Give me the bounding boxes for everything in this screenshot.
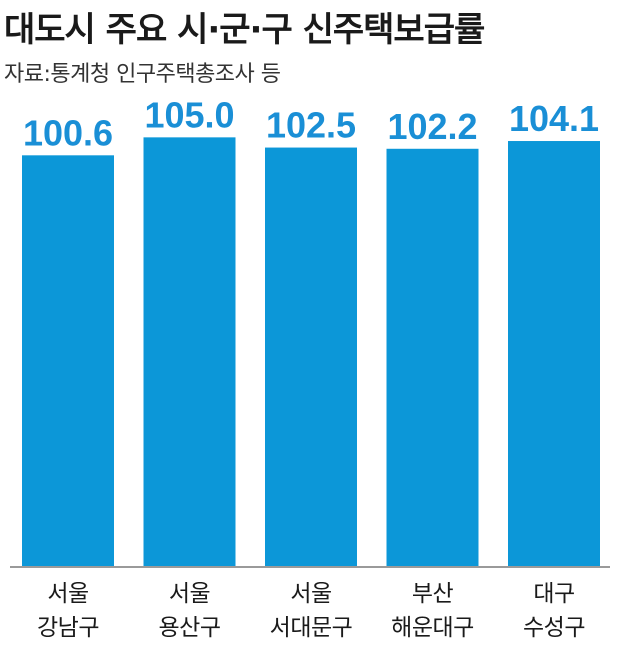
bar-0 [22,155,114,566]
category-label-2-line-0: 서울 [290,581,331,607]
category-label-3-line-1: 해운대구 [391,615,474,641]
bar-3 [386,148,479,566]
bar-1 [143,137,236,566]
value-label-4: 104.1 [509,98,599,139]
category-label-2-line-1: 서대문구 [270,615,353,641]
chart-source: 자료:통계청 인구주택총조사 등 [4,62,281,87]
category-label-3-line-0: 부산 [412,581,454,607]
category-label-1-line-0: 서울 [169,581,210,607]
category-label-4-line-1: 수성구 [523,615,585,641]
value-label-2: 102.5 [266,105,356,146]
category-label-0-line-0: 서울 [47,581,88,607]
bar-4 [508,141,600,567]
category-label-0-line-1: 강남구 [37,615,99,641]
bar-2 [265,147,357,566]
category-label-4-line-0: 대구 [533,581,574,607]
chart-title: 대도시 주요 시·군·구 신주택보급률 [4,10,485,50]
value-label-3: 102.2 [387,106,477,147]
value-label-1: 105.0 [144,94,234,135]
value-label-0: 100.6 [23,112,113,153]
category-label-1-line-1: 용산구 [159,615,221,641]
